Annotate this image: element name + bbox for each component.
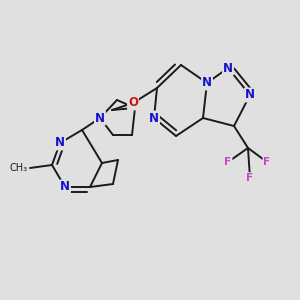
Text: N: N bbox=[149, 112, 159, 124]
Text: N: N bbox=[202, 76, 212, 89]
Text: O: O bbox=[128, 97, 138, 110]
Text: N: N bbox=[223, 61, 233, 74]
Text: N: N bbox=[60, 181, 70, 194]
Text: F: F bbox=[246, 173, 254, 183]
Text: N: N bbox=[245, 88, 255, 101]
Text: F: F bbox=[224, 157, 232, 167]
Text: N: N bbox=[95, 112, 105, 124]
Text: F: F bbox=[263, 157, 271, 167]
Text: N: N bbox=[55, 136, 65, 149]
Text: CH₃: CH₃ bbox=[10, 163, 28, 173]
